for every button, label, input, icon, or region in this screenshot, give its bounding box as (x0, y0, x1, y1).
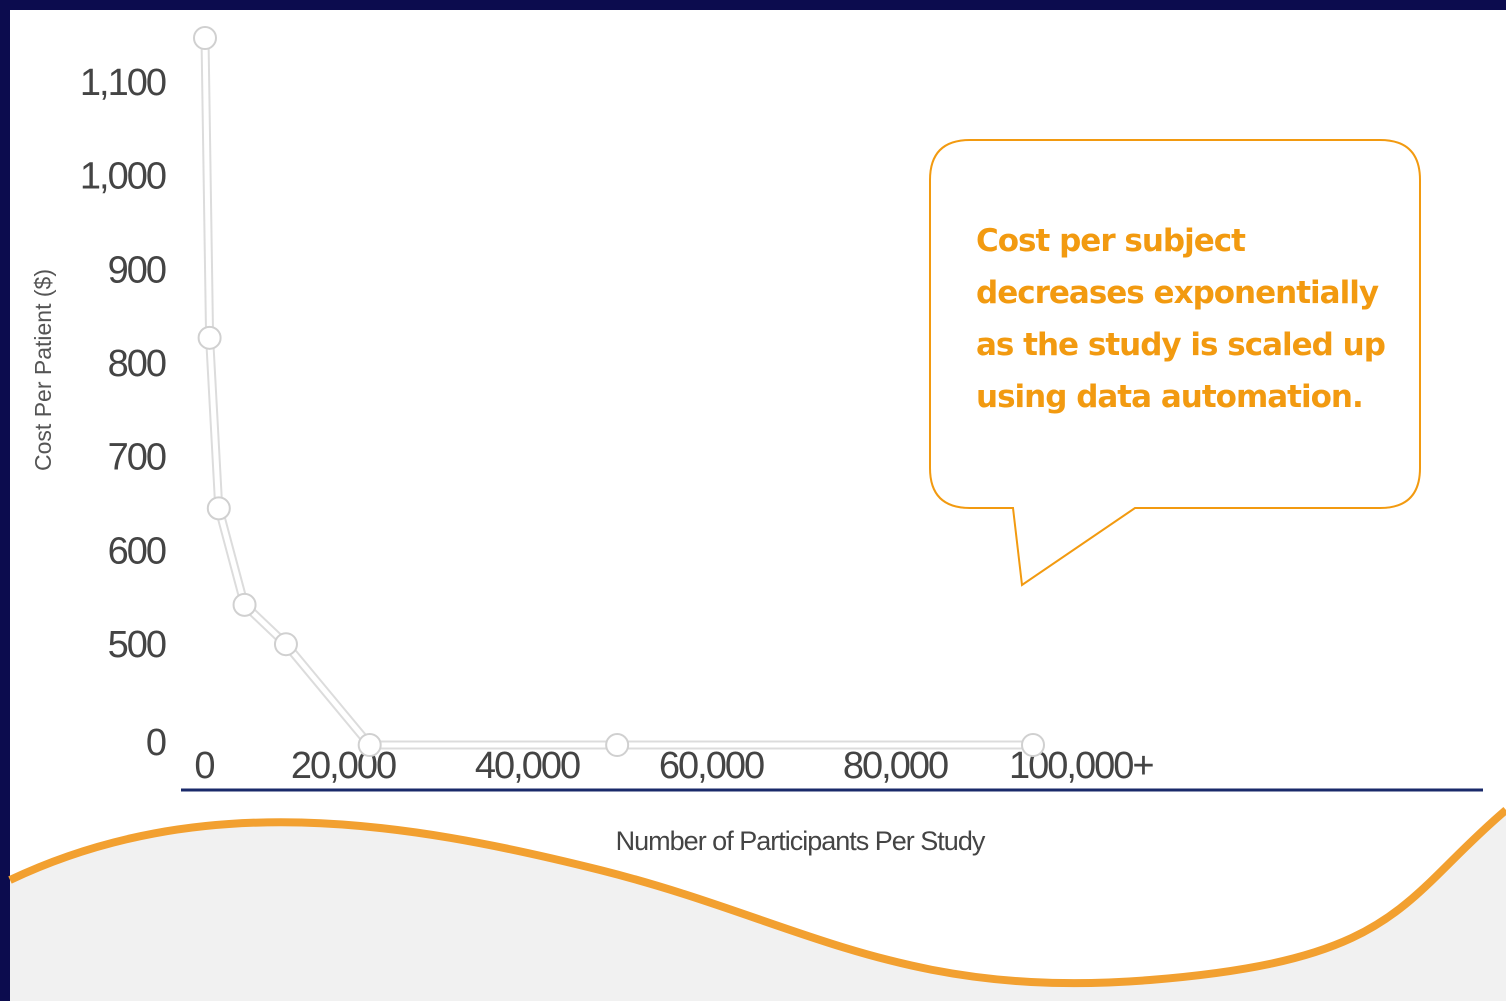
annotation: Cost per subject decreases exponentially… (976, 215, 1396, 423)
y-tick-label: 800 (108, 343, 166, 385)
x-tick-label: 60,000 (659, 745, 764, 787)
x-tick-label: 40,000 (475, 745, 580, 787)
y-tick-label: 900 (108, 249, 166, 291)
x-tick-label: 80,000 (843, 745, 948, 787)
page: Cost Per Patient ($) Number of Participa… (0, 0, 1506, 1001)
point (234, 594, 256, 616)
y-axis-label: Cost Per Patient ($) (30, 269, 56, 471)
point (606, 734, 628, 756)
y-tick-label: 600 (108, 530, 166, 572)
point (275, 633, 297, 655)
point (1022, 734, 1044, 756)
point (199, 327, 221, 349)
y-tick-label: 1,100 (80, 62, 166, 104)
x-tick-label: 0 (194, 745, 214, 787)
x-tick-label: 20,000 (291, 745, 396, 787)
y-tick-label: 0 (146, 722, 166, 764)
point (208, 497, 230, 519)
y-tick-label: 500 (108, 624, 166, 666)
y-tick-label: 1,000 (80, 156, 166, 198)
x-axis-label: Number of Participants Per Study (616, 826, 986, 856)
point (359, 734, 381, 756)
y-tick-label: 700 (108, 437, 166, 479)
point (194, 27, 216, 49)
chart: Cost Per Patient ($) Number of Participa… (0, 0, 1506, 1001)
